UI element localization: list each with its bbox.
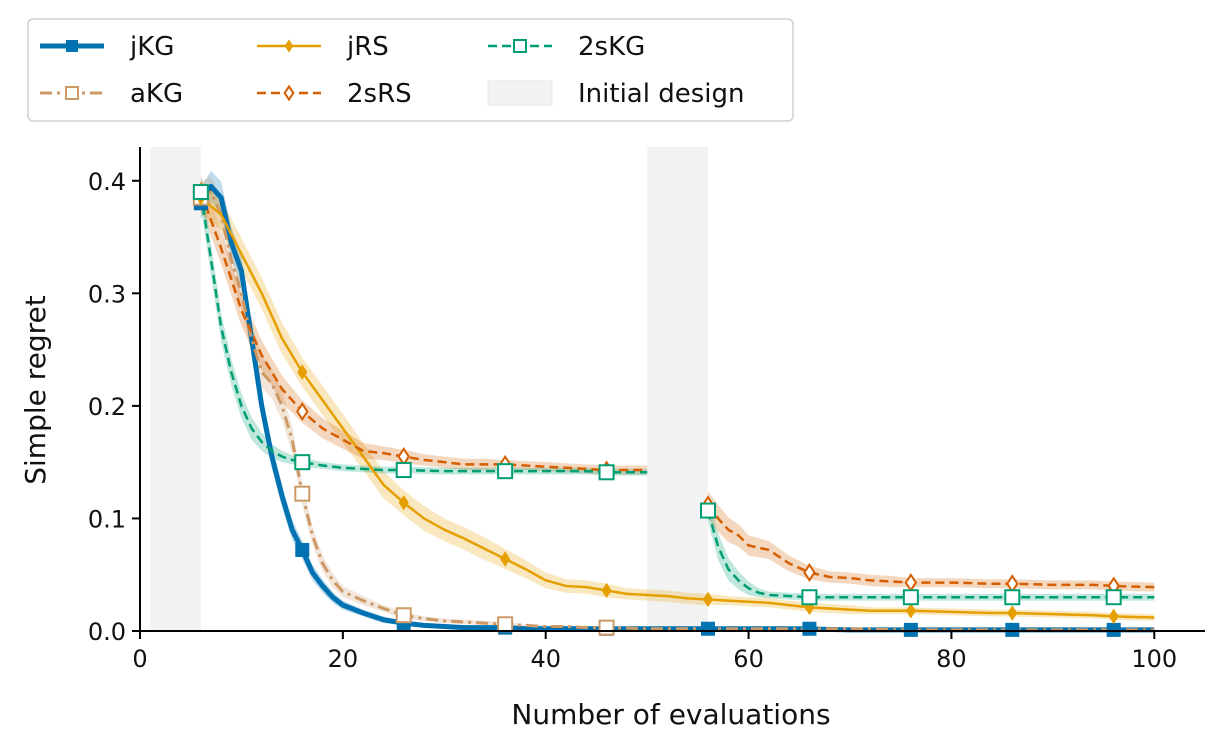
jrs-marker-1 [297,364,308,380]
y-tick-label-4: 0.4 [88,168,126,196]
legend-2srs-marker [283,84,295,102]
2skg-marker-2 [395,462,412,479]
legend-jrs-marker [284,39,294,53]
2skg-marker-4 [598,464,615,481]
jrs-marker-8 [1007,605,1018,621]
jkg-marker-5 [701,621,715,636]
y-tick-label-1: 0.1 [88,505,126,533]
jrs-marker-7 [905,603,916,619]
confidence-bands [200,170,1155,631]
x-tick-label-0: 0 [132,645,147,673]
jkg-marker-7 [903,622,918,637]
2skg-marker-5 [700,502,716,519]
jrs-marker-5 [702,591,714,608]
2skg-marker-6 [801,589,818,606]
legend-2srs-label: 2sRS [347,79,412,109]
2skg-marker-7 [902,589,919,606]
akg-marker-3 [497,616,514,633]
2skg-marker-0 [192,184,209,201]
legend: jKG aKG jRS 2sRS 2sKG Initial design [27,18,794,122]
legend-jkg-marker [66,40,78,52]
initial-design-shading [150,147,708,631]
legend-2skg-marker [513,39,527,53]
x-axis-label: Number of evaluations [511,698,830,731]
jrs-marker-3 [500,551,511,567]
series-lines [198,183,1155,633]
jrs-marker-4 [601,582,612,599]
2srs-line-1 [707,504,1155,589]
2skg-line-1 [706,510,1155,599]
akg-marker-1 [294,485,311,502]
legend-initial-design-swatch [487,80,553,106]
legend-2skg-label: 2sKG [578,32,645,62]
y-axis-label: Simple regret [19,295,52,485]
akg-marker-2 [395,607,412,624]
2srs-marker-8 [1006,574,1019,594]
y-tick-label-0: 0.0 [88,618,126,646]
2skg-line-0 [199,191,648,474]
2srs-marker-1 [296,401,309,422]
jkg-marker-8 [1005,622,1020,637]
legend-jrs-label: jRS [346,32,389,62]
jkg-marker-6 [802,621,817,636]
x-tick-label-3: 60 [733,645,764,673]
2skg-band-1 [708,499,1155,601]
x-tick-label-1: 20 [328,645,359,673]
akg-line-0 [200,190,1155,632]
axes: 0 20 40 60 80 100 0.0 0.1 0.2 0.3 0.4 [88,147,1205,673]
y-tick-label-2: 0.2 [88,393,126,421]
legend-akg-marker [65,86,79,100]
legend-akg-label: aKG [130,79,183,109]
legend-initial-design-label: Initial design [578,79,744,109]
2srs-marker-6 [803,562,816,582]
2skg-marker-3 [497,463,514,480]
akg-marker-4 [598,619,615,636]
jrs-marker-9 [1108,608,1119,625]
legend-frame [27,18,794,122]
2skg-marker-1 [294,454,311,471]
2skg-marker-8 [1004,589,1021,606]
2srs-band-1 [708,491,1155,592]
series-markers [192,182,1122,637]
legend-jkg-label: jKG [129,32,174,62]
2srs-line-0 [199,191,648,472]
jrs-marker-2 [398,494,409,511]
x-tick-label-5: 100 [1131,645,1177,673]
2skg-marker-9 [1105,589,1122,606]
initial-design-region-1 [647,147,708,631]
2srs-marker-7 [904,573,918,593]
y-tick-label-3: 0.3 [88,280,126,308]
x-tick-label-4: 80 [936,645,967,673]
initial-design-region-0 [150,147,201,631]
x-tick-label-2: 40 [530,645,561,673]
jkg-marker-1 [295,542,310,557]
jkg-marker-9 [1106,622,1121,637]
